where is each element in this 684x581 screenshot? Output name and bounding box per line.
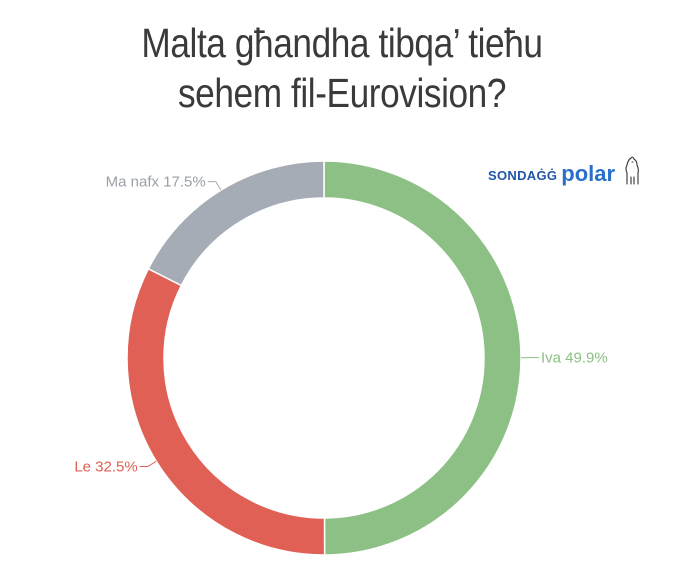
brand-polar-text: polar xyxy=(561,161,616,186)
slice-labels: Iva 49.9% Le 32.5% Ma nafx 17.5% xyxy=(74,174,607,476)
leader-line-ma-nafx xyxy=(207,181,222,191)
chart-title-line-2: sehem fil-Eurovision? xyxy=(177,70,507,116)
donut-slice-ma-nafx xyxy=(147,160,325,287)
slice-label-iva: Iva 49.9% xyxy=(541,350,608,367)
donut-slice-le xyxy=(126,267,326,556)
slice-label-ma-nafx: Ma nafx 17.5% xyxy=(106,174,206,191)
donut-slices xyxy=(126,160,522,556)
chart-title-line-1: Malta għandha tibqa’ tieħu xyxy=(141,20,543,66)
donut-slice-iva xyxy=(323,160,522,556)
leader-line-le xyxy=(139,460,157,468)
slice-label-le: Le 32.5% xyxy=(74,459,137,476)
brand-logo: SONDAĠĠ polar xyxy=(488,155,643,185)
polar-bear-icon xyxy=(625,156,639,185)
chart-title: Malta għandha tibqa’ tieħu sehem fil-Eur… xyxy=(48,18,636,118)
brand-sondagg-text: SONDAĠĠ xyxy=(488,168,558,183)
